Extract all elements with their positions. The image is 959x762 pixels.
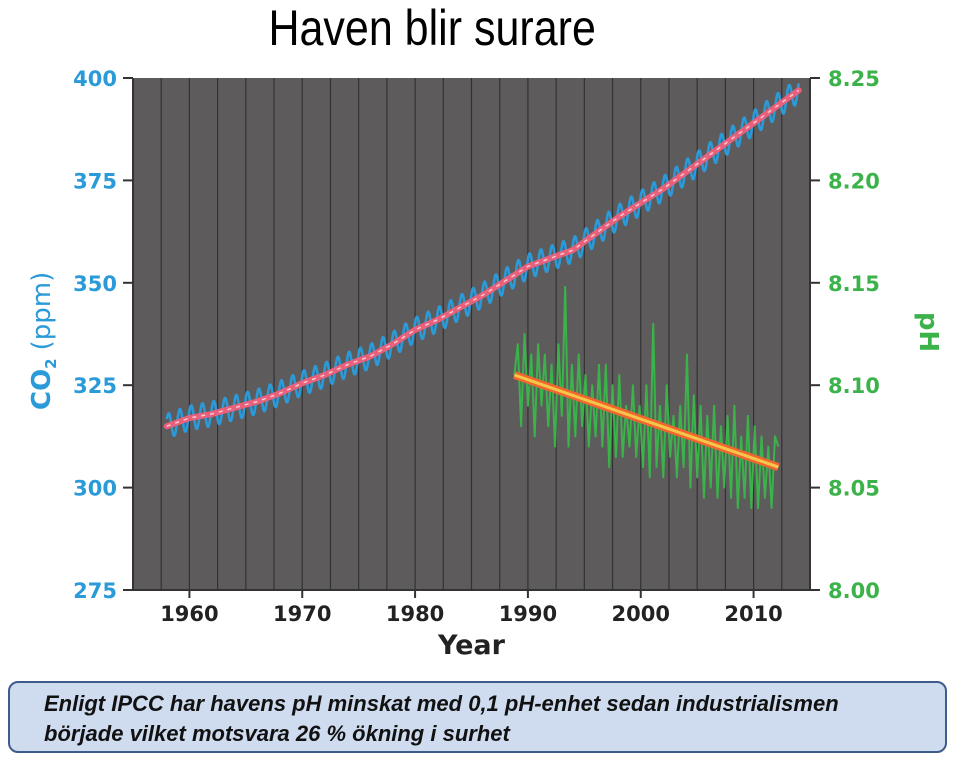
x-tick-label: 1960 [160, 602, 218, 626]
gridlines [160, 78, 783, 590]
y-left-tick-label: 275 [73, 579, 117, 603]
axis-ticks: 275 300 325 350 375 400 8.00 8.05 8.10 8.15 8.20 8.… [73, 67, 880, 626]
co2-seasonal-line [165, 83, 800, 438]
co2-trend-highlight [166, 89, 800, 427]
y-left-tick-label: 400 [73, 67, 117, 91]
y-right-tick-label: 8.00 [828, 579, 880, 603]
x-tick-label: 2010 [724, 602, 782, 626]
y-left-tick-label: 325 [73, 374, 117, 398]
x-tick-label: 2000 [612, 602, 670, 626]
x-axis-title: Year [437, 630, 506, 661]
series [163, 83, 802, 510]
y-left-tick-label: 300 [73, 477, 117, 501]
caption-line-2: började vilket motsvara 26 % ökning i su… [44, 721, 510, 746]
page-title: Haven blir surare [268, 0, 596, 56]
ph-measured-line [513, 285, 780, 510]
y-left-tick-label: 375 [73, 169, 117, 193]
y-right-tick-label: 8.25 [828, 67, 880, 91]
right-axis-title: pH [913, 312, 943, 352]
svg-text:CO2(ppm): CO2 (ppm) [27, 272, 60, 410]
y-right-tick-label: 8.20 [828, 169, 880, 193]
chart: 275 300 325 350 375 400 8.00 8.05 8.10 8.15 8.20 8.… [27, 67, 943, 661]
caption-box: Enligt IPCC har havens pH minskat med 0,… [8, 681, 947, 753]
axis-labels: Year CO2 (ppm) pH [27, 272, 943, 661]
left-axis-title-unit: (ppm) [27, 272, 57, 351]
y-right-tick-label: 8.10 [828, 374, 880, 398]
y-right-tick-label: 8.05 [828, 477, 880, 501]
caption-line-1: Enligt IPCC har havens pH minskat med 0,… [44, 691, 839, 716]
ph-trend-highlight [513, 373, 779, 469]
left-axis-title-main: CO [27, 369, 57, 410]
x-tick-label: 1990 [499, 602, 557, 626]
left-axis-title-subscript: 2 [42, 358, 60, 368]
y-right-tick-label: 8.15 [828, 272, 880, 296]
x-tick-label: 1980 [386, 602, 444, 626]
left-axis-title: CO2 (ppm) [27, 272, 60, 410]
y-left-tick-label: 350 [73, 272, 117, 296]
x-tick-label: 1970 [273, 602, 331, 626]
